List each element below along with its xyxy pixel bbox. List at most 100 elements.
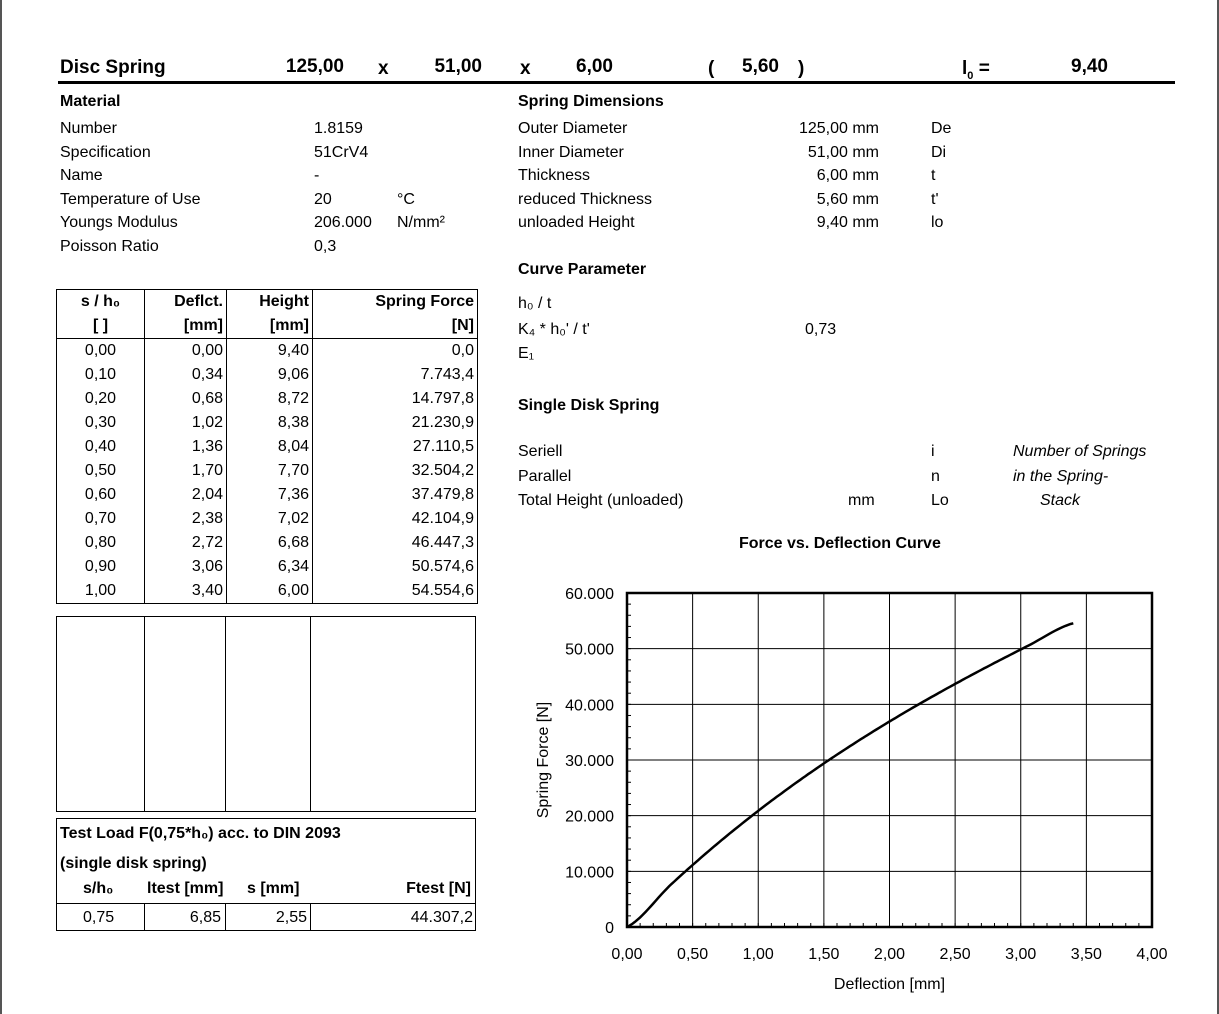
x-tick-label: 3,50 [1071,946,1102,963]
material-unit: °C [397,190,415,208]
test-subtitle: (single disk spring) [60,855,207,872]
table-cell: 7,36 [226,483,313,507]
table-cell: 0,68 [144,387,227,411]
x-tick-label: 1,00 [743,946,774,963]
single-label: Total Height (unloaded) [518,492,684,509]
material-value: 0,3 [314,237,337,255]
table-cell: 0,40 [84,438,117,455]
dimension-value: 51,00 mm [807,143,879,161]
times-sign: x [520,58,531,79]
single-symbol: Lo [931,492,949,509]
test-header: s [mm] [247,880,300,897]
table-row: 0,40 1,36 8,04 27.110,5 [57,435,478,459]
empty-table [56,616,476,812]
inner-diameter-header: 51,00 [434,56,482,77]
table-cell: 32.504,2 [312,459,478,483]
table-cell: 1,00 [84,582,117,599]
table-row: 0,60 2,04 7,36 37.479,8 [57,483,478,507]
l0-l: l [962,58,968,79]
table-cell: 8,04 [226,435,313,459]
table-cell: 0,34 [144,363,227,387]
material-label: Youngs Modulus [60,214,178,231]
table-cell: 0,30 [84,414,117,431]
table-cell: 0,90 [84,558,117,575]
dimension-value: 9,40 mm [816,214,879,231]
title: Disc Spring [60,57,166,78]
material-unit: N/mm² [397,214,445,231]
test-title: Test Load F(0,75*h₀) acc. to DIN 2093 [60,825,341,842]
table-cell: 1,36 [144,435,227,459]
table-cell: 9,40 [226,338,313,363]
dimension-symbol: t [931,167,936,184]
dimension-symbol: lo [931,214,944,231]
table-cell: 46.447,3 [312,531,478,555]
l0-label: l0 = [962,59,990,86]
test-load-box: Test Load F(0,75*h₀) acc. to DIN 2093 (s… [56,818,476,931]
table-row: 1,00 3,40 6,00 54.554,6 [57,579,478,604]
column-header: [mm] [226,314,313,339]
dimension-label: reduced Thickness [518,190,652,208]
table-row: 0,80 2,72 6,68 46.447,3 [57,531,478,555]
material-label: Temperature of Use [60,190,201,208]
dimension-symbol: t' [931,190,939,208]
x-tick-label: 2,00 [874,946,905,963]
single-note: Number of Springs [1013,443,1147,460]
x-tick-label: 1,50 [808,946,839,963]
x-tick-label: 4,00 [1136,946,1167,963]
single-label: Seriell [518,443,563,460]
single-symbol: i [931,443,935,460]
table-cell: 14.797,8 [312,387,478,411]
table-cell: 37.479,8 [312,483,478,507]
chart-title: Force vs. Deflection Curve [739,535,941,552]
dimension-value: 6,00 mm [816,167,879,184]
table-cell: 2,04 [144,483,227,507]
y-tick-label: 40.000 [565,697,614,714]
table-cell: 0,50 [84,462,117,479]
table-row: 0,10 0,34 9,06 7.743,4 [57,363,478,387]
table-cell: 9,06 [226,363,313,387]
y-tick-label: 20.000 [565,809,614,826]
column-header: Deflct. [144,289,227,314]
material-value: 20 [314,190,332,208]
table-cell: 0,60 [84,486,117,503]
y-tick-label: 60.000 [565,586,614,603]
table-cell: 7,70 [226,459,313,483]
table-cell: 7.743,4 [312,363,478,387]
force-deflection-chart: 0,00 0,50 1,00 1,50 2,00 2,50 3,00 3,50 4,00 0 10.… [535,586,1168,993]
material-label: Specification [60,143,151,161]
table-row: 0,30 1,02 8,38 21.230,9 [57,411,478,435]
plot-area [625,591,1154,929]
table-cell: 50.574,6 [312,555,478,579]
single-symbol: n [931,467,940,485]
table-header-row: s / h₀ Deflct. Height Spring Force [57,289,478,314]
table-cell: 8,38 [226,411,313,435]
table-cell: 0,00 [144,338,227,363]
y-tick-label: 0 [605,920,614,937]
x-tick-label: 0,50 [677,946,708,963]
x-tick-label: 0,00 [611,946,642,963]
paren: ( [708,58,715,79]
table-cell: 6,00 [226,579,313,604]
curve-e1: E₁ [518,345,535,362]
table-cell: 1,70 [144,459,227,483]
material-value: 51CrV4 [314,143,369,161]
table-cell: 0,70 [84,510,117,527]
dimension-value: 125,00 mm [798,120,879,137]
table-cell: 1,02 [144,411,227,435]
material-label: Name [60,167,103,184]
column-header: s / h₀ [80,293,121,310]
table-cell: 54.554,6 [312,579,478,604]
test-value: 6,85 [189,909,221,926]
test-header: s/h₀ [83,880,114,897]
table-cell: 0,10 [84,366,117,383]
single-heading: Single Disk Spring [518,397,660,414]
single-label: Parallel [518,467,572,485]
table-cell: 0,80 [84,534,117,551]
table-row: 0,00 0,00 9,40 0,0 [56,338,478,363]
table-cell: 2,38 [144,507,227,531]
dimension-symbol: Di [931,143,947,161]
table-row: 0,90 3,06 6,34 50.574,6 [57,555,478,579]
table-cell: 2,72 [144,531,227,555]
material-heading: Material [60,93,121,110]
